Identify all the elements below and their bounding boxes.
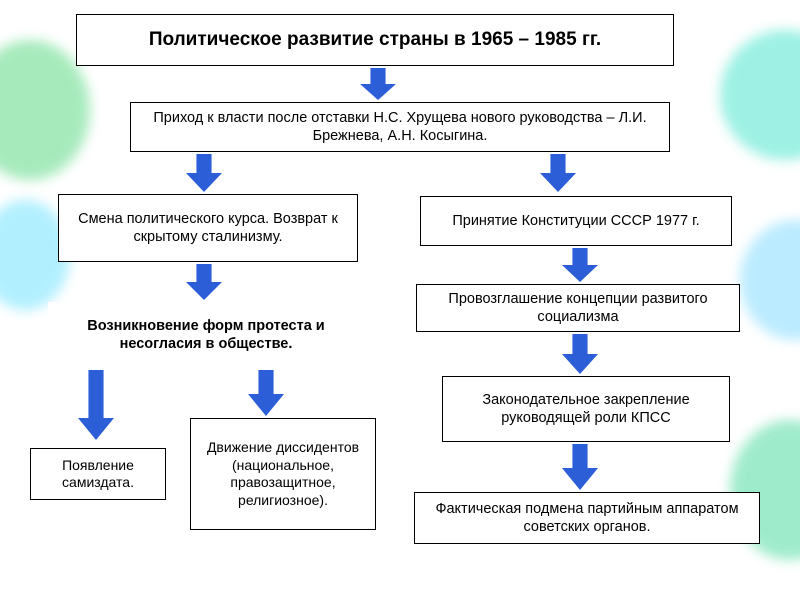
node-text: Принятие Конституции СССР 1977 г. [452, 212, 699, 230]
down-arrow [562, 248, 598, 282]
node-text: Фактическая подмена партийным аппаратом … [423, 500, 751, 536]
down-arrow [248, 370, 284, 416]
node-leadership-change: Приход к власти после отставки Н.С. Хрущ… [130, 102, 670, 152]
down-arrow [186, 154, 222, 192]
node-dissident-movement: Движение диссидентов (национальное, прав… [190, 418, 376, 530]
node-text: Появление самиздата. [39, 457, 157, 492]
node-text: Смена политического курса. Возврат к скр… [67, 210, 349, 246]
node-text: Провозглашение концепции развитого социа… [425, 290, 731, 326]
flowchart-canvas: Политическое развитие страны в 1965 – 19… [0, 0, 800, 600]
node-samizdat: Появление самиздата. [30, 448, 166, 500]
down-arrow [360, 68, 396, 100]
node-political-course: Смена политического курса. Возврат к скр… [58, 194, 358, 262]
node-text: Движение диссидентов (национальное, прав… [199, 439, 367, 509]
down-arrow [78, 370, 114, 440]
node-party-substitution: Фактическая подмена партийным аппаратом … [414, 492, 760, 544]
down-arrow [562, 334, 598, 374]
down-arrow [540, 154, 576, 192]
down-arrow [562, 444, 598, 490]
node-developed-socialism: Провозглашение концепции развитого социа… [416, 284, 740, 332]
node-text: Возникновение форм протеста и несогласия… [56, 317, 356, 353]
title-text: Политическое развитие страны в 1965 – 19… [149, 28, 601, 52]
node-protest-forms: Возникновение форм протеста и несогласия… [48, 302, 364, 368]
node-kpss-role: Законодательное закрепление руководящей … [442, 376, 730, 442]
node-text: Законодательное закрепление руководящей … [451, 391, 721, 427]
node-text: Приход к власти после отставки Н.С. Хрущ… [139, 109, 661, 145]
down-arrow [186, 264, 222, 300]
title-box: Политическое развитие страны в 1965 – 19… [76, 14, 674, 66]
node-constitution-1977: Принятие Конституции СССР 1977 г. [420, 196, 732, 246]
